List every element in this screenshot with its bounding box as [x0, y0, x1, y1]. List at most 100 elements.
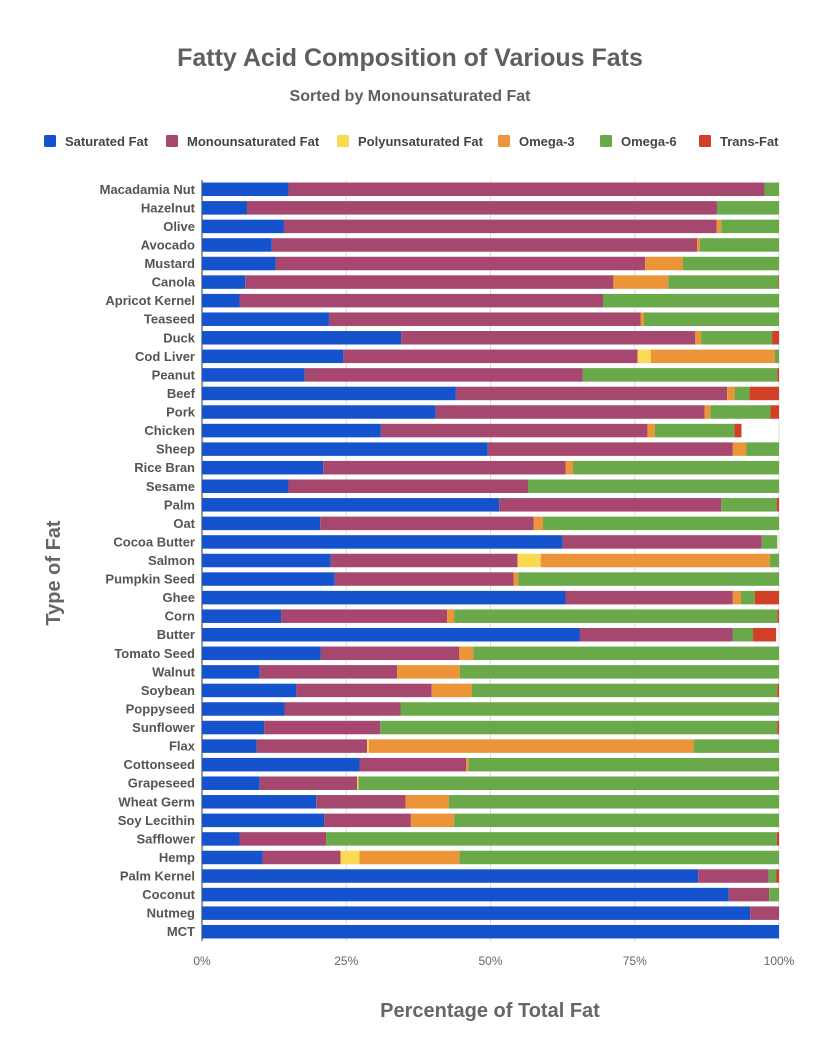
bar-segment — [435, 405, 705, 419]
bar-segment — [202, 869, 699, 883]
bar-segment — [613, 275, 669, 289]
bar-segment — [202, 460, 324, 475]
bar-segment — [343, 349, 638, 364]
bar-segment — [202, 832, 240, 846]
bar-segment — [668, 275, 779, 289]
bar-segment — [239, 293, 604, 308]
bar-segment — [324, 813, 411, 828]
category-label: Palm Kernel — [120, 869, 195, 884]
bar-segment — [323, 460, 566, 475]
bar-segment — [487, 442, 733, 456]
bar-segment — [540, 553, 770, 568]
x-tick-label: 25% — [334, 954, 358, 968]
bar-segment — [202, 757, 360, 772]
bar-segment — [579, 627, 733, 642]
bar-segment — [380, 720, 778, 735]
category-label: Grapeseed — [128, 776, 195, 791]
bar-segment — [533, 516, 544, 531]
category-label: Canola — [152, 275, 196, 290]
category-label: Hazelnut — [141, 200, 196, 215]
bar-segment — [202, 813, 325, 828]
bar-segment — [582, 368, 778, 382]
bar-segment — [202, 386, 456, 401]
bar-segment — [245, 275, 614, 289]
bar-segment — [565, 590, 733, 605]
bar-segment — [734, 386, 750, 401]
x-tick-label: 75% — [623, 954, 647, 968]
bar-segment — [405, 795, 449, 809]
y-axis-title: Type of Fat — [43, 520, 65, 626]
bar-segment — [732, 442, 747, 456]
chart-title: Fatty Acid Composition of Various Fats — [177, 44, 643, 72]
bar-segment — [454, 609, 778, 623]
bar-segment — [777, 683, 779, 698]
category-label: Teaseed — [144, 312, 195, 327]
bar-segment — [202, 924, 779, 939]
bar-segment — [754, 590, 779, 605]
bar-segment — [637, 349, 651, 364]
category-label: MCT — [167, 924, 195, 939]
category-label: Sesame — [146, 479, 195, 494]
bar-segment — [202, 609, 282, 623]
legend-swatch — [44, 135, 56, 147]
bar-segment — [281, 609, 448, 623]
bar-segment — [769, 553, 779, 568]
bar-segment — [701, 331, 773, 345]
bar-segment — [202, 702, 285, 716]
bar-segment — [410, 813, 455, 828]
bar-segment — [472, 683, 778, 698]
bar-segment — [239, 832, 327, 846]
bar-segment — [704, 405, 711, 419]
bar-segment — [499, 498, 722, 512]
category-label: Sheep — [156, 442, 195, 457]
bar-segment — [772, 331, 779, 345]
bar-segment — [283, 219, 717, 234]
bar-segment — [750, 906, 779, 920]
bar-segment — [202, 850, 263, 865]
bar-segment — [777, 609, 779, 623]
legend-item: Saturated Fat — [44, 134, 149, 149]
bar-segment — [256, 739, 368, 753]
category-label: Mustard — [144, 256, 195, 271]
bar-segment — [732, 627, 754, 642]
bar-segment — [202, 238, 272, 252]
category-label: Peanut — [152, 367, 196, 382]
bar-segment — [202, 516, 321, 531]
bar-segment — [573, 460, 779, 475]
bar-segment — [296, 683, 432, 698]
bar-segment — [380, 423, 648, 438]
bar-segment — [776, 832, 779, 846]
category-label: Safflower — [136, 831, 195, 846]
legend-swatch — [600, 135, 612, 147]
bar-segment — [448, 795, 779, 809]
bar-segment — [202, 795, 317, 809]
bar-segment — [316, 795, 406, 809]
bar-segment — [721, 219, 779, 234]
legend-label: Omega-3 — [519, 134, 575, 149]
bar-segment — [202, 906, 751, 920]
category-label: Cottonseed — [124, 757, 196, 772]
category-label: Chicken — [144, 423, 195, 438]
legend-label: Monounsaturated Fat — [187, 134, 320, 149]
bar-segment — [697, 238, 700, 252]
bar-segment — [776, 498, 779, 512]
bar-segment — [698, 869, 769, 883]
bar-segment — [320, 646, 460, 661]
category-label: Butter — [157, 627, 195, 642]
category-label: Soy Lecithin — [118, 813, 195, 828]
bar-segment — [518, 572, 779, 586]
category-label: Soybean — [141, 683, 195, 698]
bar-segment — [259, 776, 358, 790]
bar-segment — [768, 869, 777, 883]
bar-segment — [459, 646, 474, 661]
bar-segment — [202, 275, 246, 289]
bar-segment — [695, 331, 702, 345]
category-label: Ghee — [162, 590, 195, 605]
bar-segment — [202, 553, 331, 568]
category-label: Pumpkin Seed — [105, 572, 195, 587]
bar-segment — [603, 293, 779, 308]
bar-segment — [264, 720, 381, 735]
category-label: Wheat Germ — [118, 794, 195, 809]
bar-segment — [202, 442, 488, 456]
legend-item: Polyunsaturated Fat — [337, 134, 484, 149]
